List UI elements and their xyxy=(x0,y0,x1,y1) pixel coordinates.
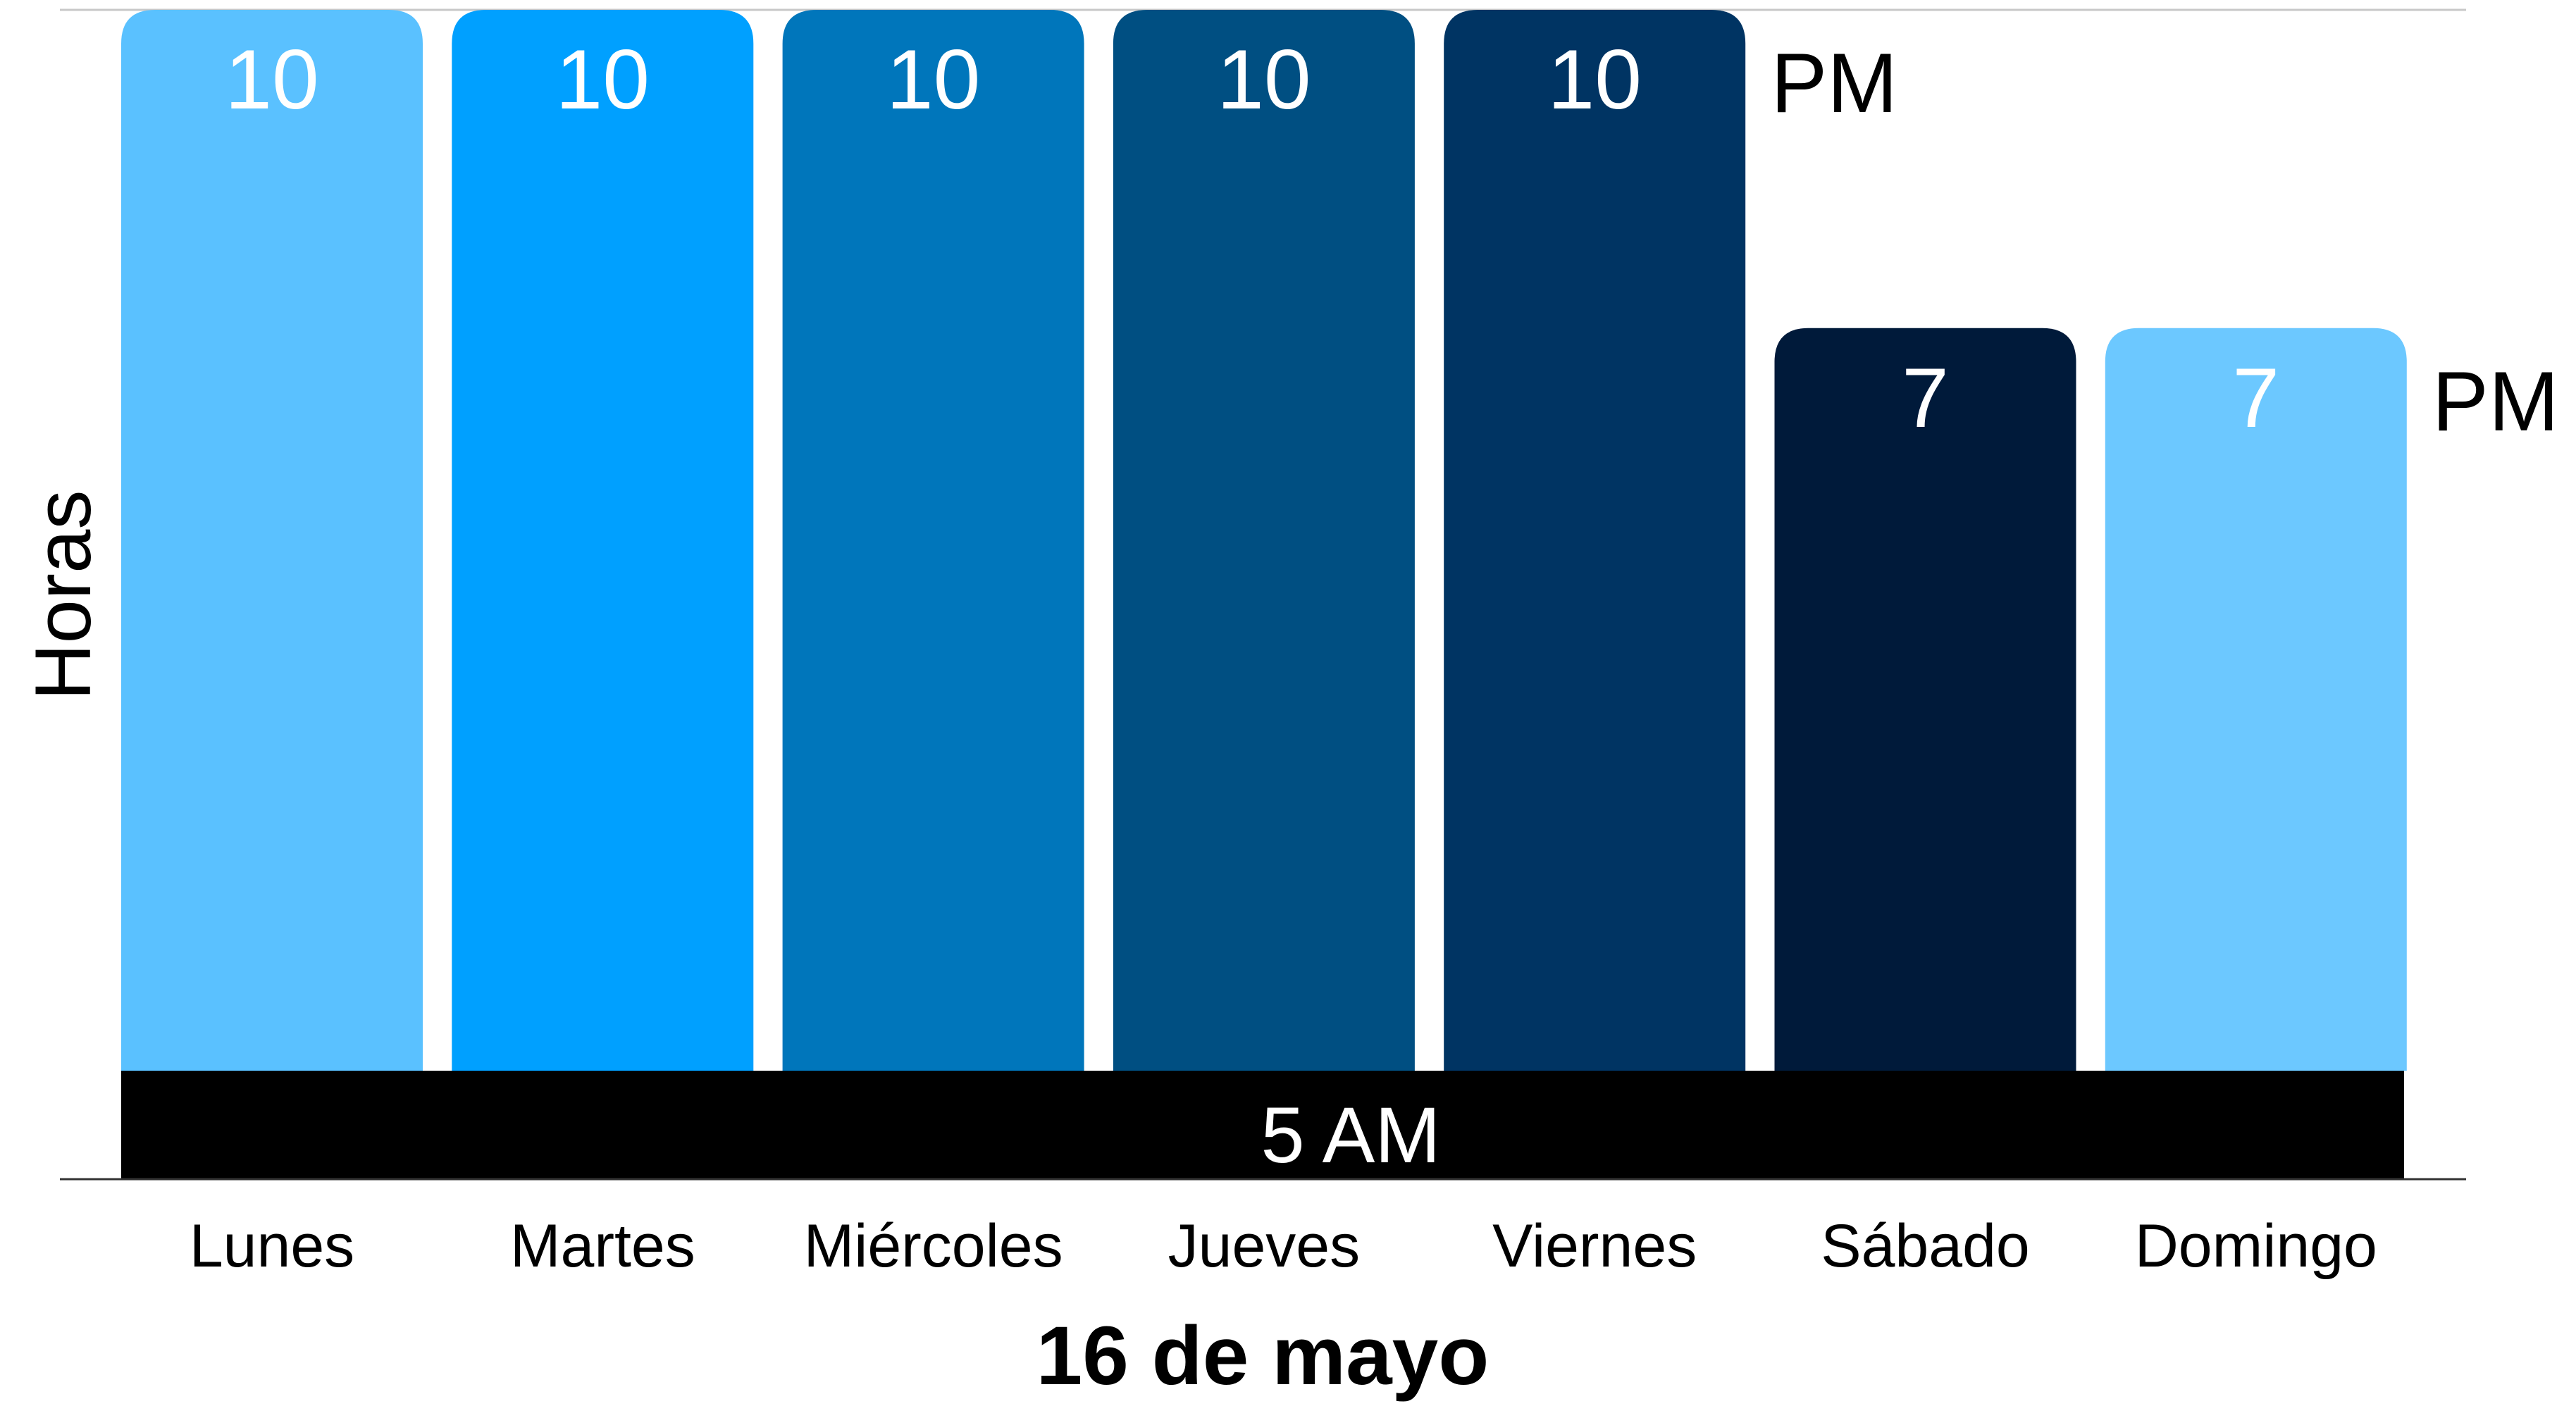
bar-2 xyxy=(782,10,1084,1071)
base-label: 5 AM xyxy=(1261,1091,1440,1179)
bar-value-label: 10 xyxy=(1547,32,1641,127)
bar-4 xyxy=(1444,10,1746,1071)
ticks-layer: Lunes Martes Miércoles Jueves Viernes Sábado D… xyxy=(190,1212,2377,1280)
x-tick-label: Lunes xyxy=(190,1212,354,1280)
bar-0 xyxy=(121,10,423,1071)
base-bar xyxy=(121,1071,2404,1179)
y-axis-label: Horas xyxy=(19,490,107,701)
bar-value-label: 10 xyxy=(556,32,650,127)
x-axis-title: 16 de mayo xyxy=(1036,1309,1490,1402)
bar-6 xyxy=(2105,328,2407,1071)
x-tick-label: Domingo xyxy=(2135,1212,2377,1280)
end-labels-layer: PM PM xyxy=(1771,36,2559,449)
bar-3 xyxy=(1113,10,1415,1071)
bars-layer: 10 10 10 10 10 7 7 xyxy=(121,10,2407,1071)
x-tick-label: Miércoles xyxy=(804,1212,1063,1280)
end-suffix-label: PM xyxy=(1771,36,1897,130)
x-tick-label: Sábado xyxy=(1821,1212,2030,1280)
bar-value-label: 7 xyxy=(2232,351,2279,445)
bar-1 xyxy=(452,10,754,1071)
bar-5 xyxy=(1774,328,2076,1071)
bar-value-label: 7 xyxy=(1902,351,1949,445)
x-tick-label: Viernes xyxy=(1492,1212,1697,1280)
end-suffix-label: PM xyxy=(2432,354,2559,449)
x-tick-label: Martes xyxy=(510,1212,695,1280)
bar-value-label: 10 xyxy=(225,32,318,127)
x-tick-label: Jueves xyxy=(1168,1212,1361,1280)
bar-value-label: 10 xyxy=(886,32,980,127)
bar-value-label: 10 xyxy=(1217,32,1311,127)
